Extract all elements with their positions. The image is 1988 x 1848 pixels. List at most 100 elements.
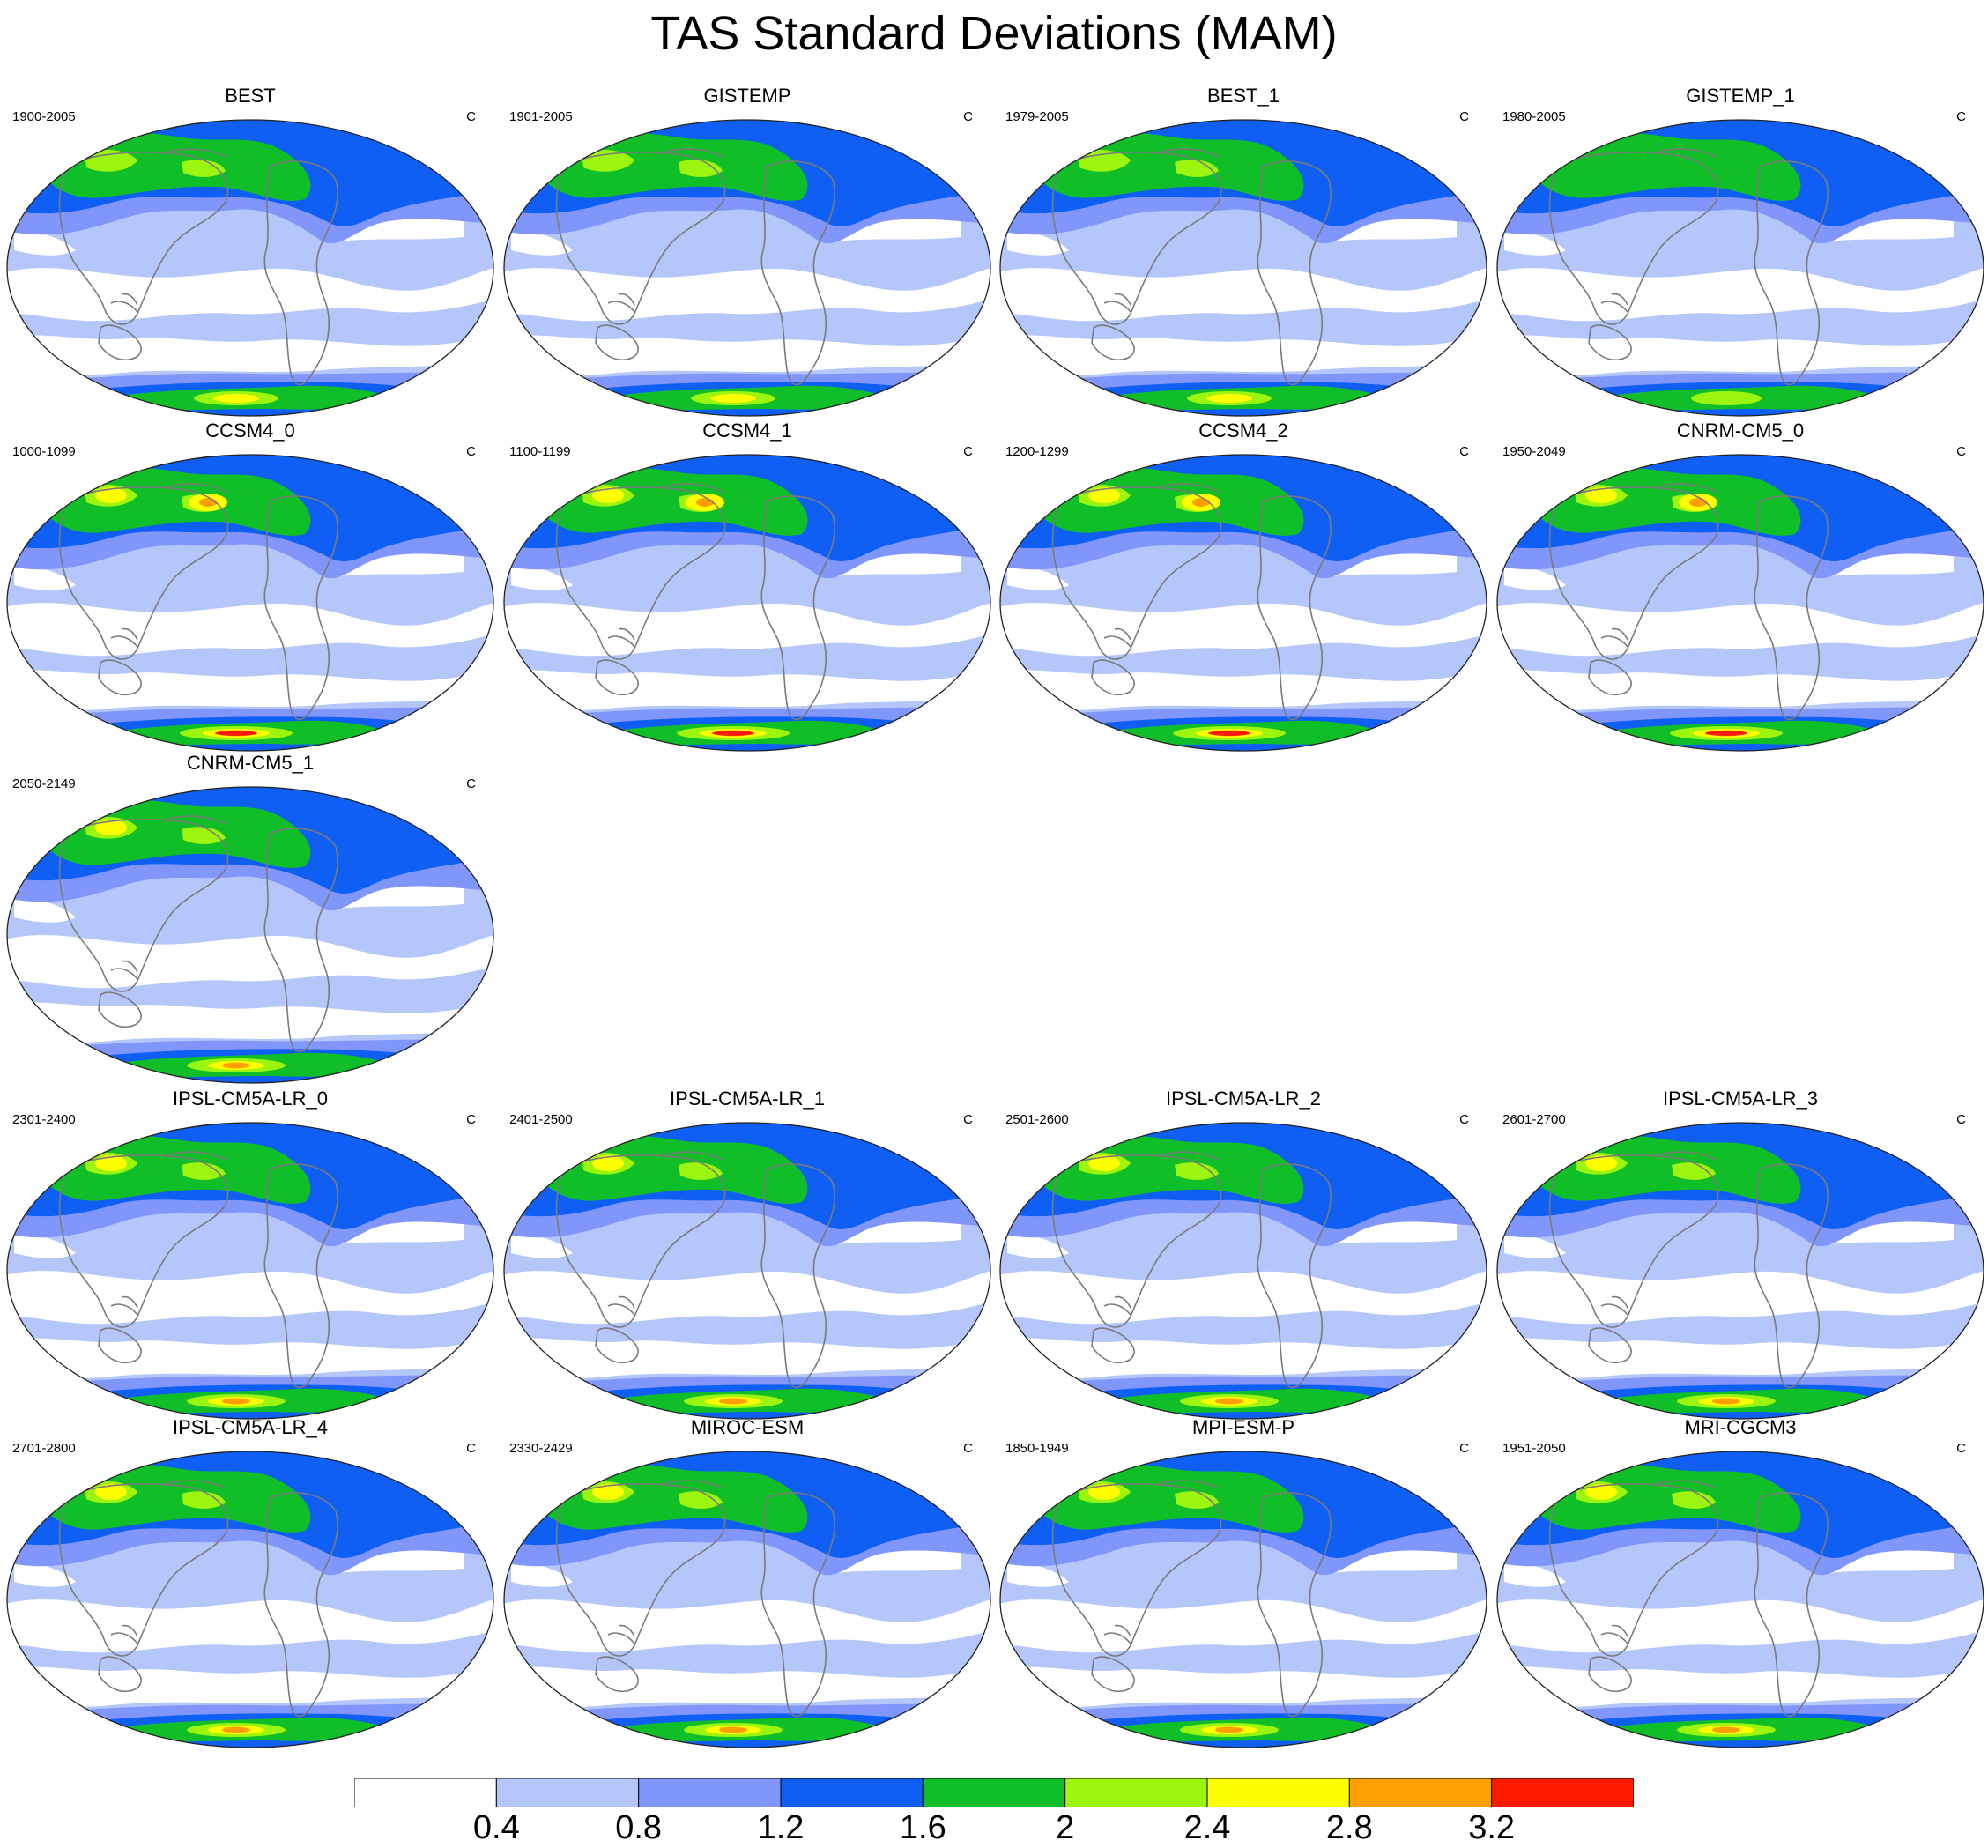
map-panel: MIROC-ESM 2330-2429 C: [502, 1416, 992, 1751]
map-border: [503, 1122, 991, 1420]
colorbar-swatch: [922, 1778, 1066, 1807]
panel-years: 2601-2700: [1502, 1112, 1566, 1127]
colorbar-tick-label: 0.8: [615, 1809, 663, 1846]
colorbar-swatch: [1206, 1778, 1350, 1807]
panel-title: IPSL-CM5A-LR_1: [669, 1087, 826, 1110]
map-border: [1496, 119, 1984, 417]
coastlines: [555, 483, 835, 721]
colorbar-tick-label: 2.4: [1183, 1809, 1231, 1846]
map-panel: CCSM4_1 1100-1199 C: [502, 419, 992, 754]
coastlines: [555, 1151, 835, 1389]
coastlines: [1548, 1480, 1829, 1718]
panel-years: 1000-1099: [12, 444, 76, 459]
panel-units: C: [963, 1441, 973, 1456]
contour-fill: [504, 455, 990, 751]
colorbar-swatch: [354, 1778, 497, 1807]
contour-fill: [1497, 455, 1984, 751]
world-map: [6, 454, 494, 752]
coastlines: [1548, 483, 1829, 721]
map-panel: BEST_1 1979-2005 C: [998, 85, 1488, 419]
contour-fill: [7, 787, 493, 1083]
coastlines: [1548, 148, 1829, 386]
panel-title: IPSL-CM5A-LR_2: [1165, 1087, 1322, 1110]
panel-years: 1980-2005: [1502, 109, 1566, 124]
panel-title: GISTEMP: [703, 85, 791, 107]
map-border: [999, 454, 1487, 752]
map-panel: IPSL-CM5A-LR_3 2601-2700 C: [1495, 1087, 1985, 1422]
contour-fill: [1497, 1451, 1984, 1748]
coastlines: [1051, 483, 1332, 721]
world-map: [999, 1122, 1487, 1420]
coastlines: [58, 1151, 338, 1389]
panel-units: C: [466, 776, 476, 791]
map-panel: GISTEMP_1 1980-2005 C: [1495, 85, 1985, 419]
panel-title: MRI-CGCM3: [1684, 1416, 1797, 1438]
panel-years: 1200-1299: [1005, 444, 1069, 459]
panel-title: CCSM4_1: [702, 419, 792, 442]
coastlines: [555, 1480, 835, 1718]
world-map: [6, 1451, 494, 1748]
colorbar-swatch: [1064, 1778, 1208, 1807]
panel-title: CCSM4_0: [205, 419, 295, 442]
coastlines: [58, 483, 338, 721]
panel-units: C: [1459, 444, 1469, 459]
panel-title: IPSL-CM5A-LR_3: [1662, 1087, 1819, 1110]
panel-units: C: [1459, 1441, 1469, 1456]
map-panel: CNRM-CM5_0 1950-2049 C: [1495, 419, 1985, 754]
panel-years: 2330-2429: [509, 1441, 573, 1456]
world-map: [1496, 1451, 1984, 1748]
coastlines: [58, 148, 338, 386]
world-map: [999, 454, 1487, 752]
panel-units: C: [1956, 109, 1966, 124]
panel-units: C: [963, 109, 973, 124]
panel-title: BEST_1: [1207, 85, 1280, 107]
coastlines: [1051, 148, 1332, 386]
map-border: [503, 119, 991, 417]
panel-units: C: [466, 109, 476, 124]
map-border: [999, 1451, 1487, 1748]
world-map: [999, 119, 1487, 417]
map-border: [999, 119, 1487, 417]
map-border: [503, 1451, 991, 1748]
contour-fill: [1497, 120, 1984, 416]
map-border: [503, 454, 991, 752]
figure-title: TAS Standard Deviations (MAM): [650, 7, 1338, 60]
panel-title: CCSM4_2: [1198, 419, 1288, 442]
panel-units: C: [963, 444, 973, 459]
colorbar-tick-label: 2.8: [1325, 1809, 1373, 1846]
world-map: [6, 1122, 494, 1420]
contour-fill: [504, 120, 990, 416]
panel-title: MPI-ESM-P: [1191, 1416, 1295, 1438]
map-panel: IPSL-CM5A-LR_2 2501-2600 C: [998, 1087, 1488, 1422]
coastlines: [1051, 1151, 1332, 1389]
map-panel: MPI-ESM-P 1850-1949 C: [998, 1416, 1488, 1751]
coastlines: [58, 1480, 338, 1718]
map-border: [1496, 1122, 1984, 1420]
contour-fill: [1497, 1123, 1984, 1419]
panel-units: C: [1956, 1112, 1966, 1127]
colorbar-tick-label: 1.6: [899, 1809, 946, 1846]
colorbar-labels: 0.4 0.8 1.2 1.6 2 2.4 2.8 3.2: [354, 1810, 1634, 1845]
colorbar-tick-label: 1.2: [757, 1809, 805, 1846]
panel-years: 2701-2800: [12, 1441, 76, 1456]
panel-units: C: [1956, 1441, 1966, 1456]
map-border: [6, 1122, 494, 1420]
panel-years: 1100-1199: [509, 444, 571, 459]
colorbar: [354, 1778, 1634, 1807]
map-panel: IPSL-CM5A-LR_4 2701-2800 C: [5, 1416, 495, 1751]
colorbar-swatch: [495, 1778, 640, 1807]
panel-units: C: [1459, 109, 1469, 124]
panel-title: GISTEMP_1: [1686, 85, 1795, 107]
panel-units: C: [963, 1112, 973, 1127]
map-panel: BEST 1900-2005 C: [5, 85, 495, 419]
map-border: [1496, 454, 1984, 752]
panel-units: C: [1956, 444, 1966, 459]
contour-fill: [1000, 1451, 1487, 1748]
colorbar-swatch: [638, 1778, 782, 1807]
map-border: [6, 786, 494, 1084]
colorbar-tick-label: 0.4: [472, 1809, 520, 1846]
map-panel: CNRM-CM5_1 2050-2149 C: [5, 752, 495, 1087]
coastlines: [58, 815, 338, 1053]
map-border: [6, 454, 494, 752]
world-map: [1496, 1122, 1984, 1420]
